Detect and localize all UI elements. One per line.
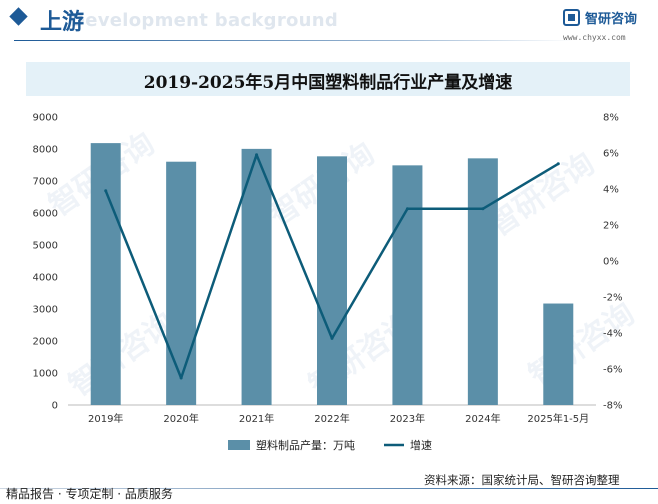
- y-left-tick-label: 5000: [33, 241, 58, 252]
- growth-point: [405, 207, 409, 211]
- footer-tagline: 精品报告 · 专项定制 · 品质服务: [6, 487, 173, 501]
- growth-point: [556, 162, 560, 166]
- growth-point: [255, 153, 259, 157]
- y-left-tick-label: 8000: [33, 145, 58, 156]
- y-right-tick-label: 8%: [603, 113, 619, 124]
- legend-line-label: 增速: [410, 438, 432, 452]
- y-left-tick-label: 2000: [33, 337, 58, 348]
- legend-bar-label: 塑料制品产量：万吨: [256, 438, 355, 452]
- bar: [90, 143, 121, 405]
- brand-url[interactable]: www.chyxx.com: [563, 33, 626, 42]
- y-left-tick-label: 9000: [33, 113, 58, 124]
- bar: [317, 156, 347, 405]
- y-right-tick-label: -4%: [603, 329, 622, 340]
- y-right-tick-label: 2%: [603, 221, 619, 232]
- footer-divider: [0, 488, 658, 489]
- growth-point: [330, 336, 334, 340]
- x-tick-label: 2019年: [88, 412, 123, 425]
- header-background-text: Development background: [70, 10, 339, 31]
- legend-bar-swatch: [228, 440, 250, 450]
- bar: [166, 161, 197, 405]
- header-underline: [14, 40, 574, 41]
- y-left-tick-label: 3000: [33, 305, 58, 316]
- chart-title: 2019-2025年5月中国塑料制品行业产量及增速: [143, 73, 513, 93]
- source-note: 资料来源：国家统计局、智研咨询整理: [424, 473, 620, 487]
- y-left-tick-label: 1000: [33, 369, 58, 380]
- x-tick-label: 2025年1-5月: [527, 412, 589, 425]
- y-right-tick-label: 6%: [603, 149, 619, 160]
- bar: [392, 165, 423, 405]
- y-right-tick-label: -6%: [603, 365, 622, 376]
- y-right-tick-label: -8%: [603, 401, 622, 412]
- y-right-tick-label: -2%: [603, 293, 622, 304]
- x-tick-label: 2023年: [390, 412, 425, 425]
- x-tick-label: 2020年: [163, 412, 198, 425]
- y-right-tick-label: 4%: [603, 185, 619, 196]
- bar: [467, 158, 498, 405]
- section-title: 上游: [40, 9, 85, 35]
- y-left-tick-label: 4000: [33, 273, 58, 284]
- growth-point: [104, 189, 108, 193]
- x-tick-label: 2024年: [465, 412, 500, 425]
- header: Development background 上游 智研咨询 www.chyxx…: [0, 0, 658, 44]
- brand-logo-icon: [563, 9, 580, 26]
- brand-name: 智研咨询: [585, 12, 638, 27]
- chart-title-band: 2019-2025年5月中国塑料制品行业产量及增速: [26, 62, 630, 96]
- y-left-tick-label: 0: [52, 401, 58, 412]
- bar: [543, 303, 574, 405]
- x-tick-label: 2022年: [314, 412, 349, 425]
- growth-point: [481, 207, 485, 211]
- y-right-tick-label: 0%: [603, 257, 619, 268]
- y-left-tick-label: 6000: [33, 209, 58, 220]
- x-tick-label: 2021年: [239, 412, 274, 425]
- y-left-tick-label: 7000: [33, 177, 58, 188]
- growth-point: [179, 376, 183, 380]
- bar: [241, 148, 272, 405]
